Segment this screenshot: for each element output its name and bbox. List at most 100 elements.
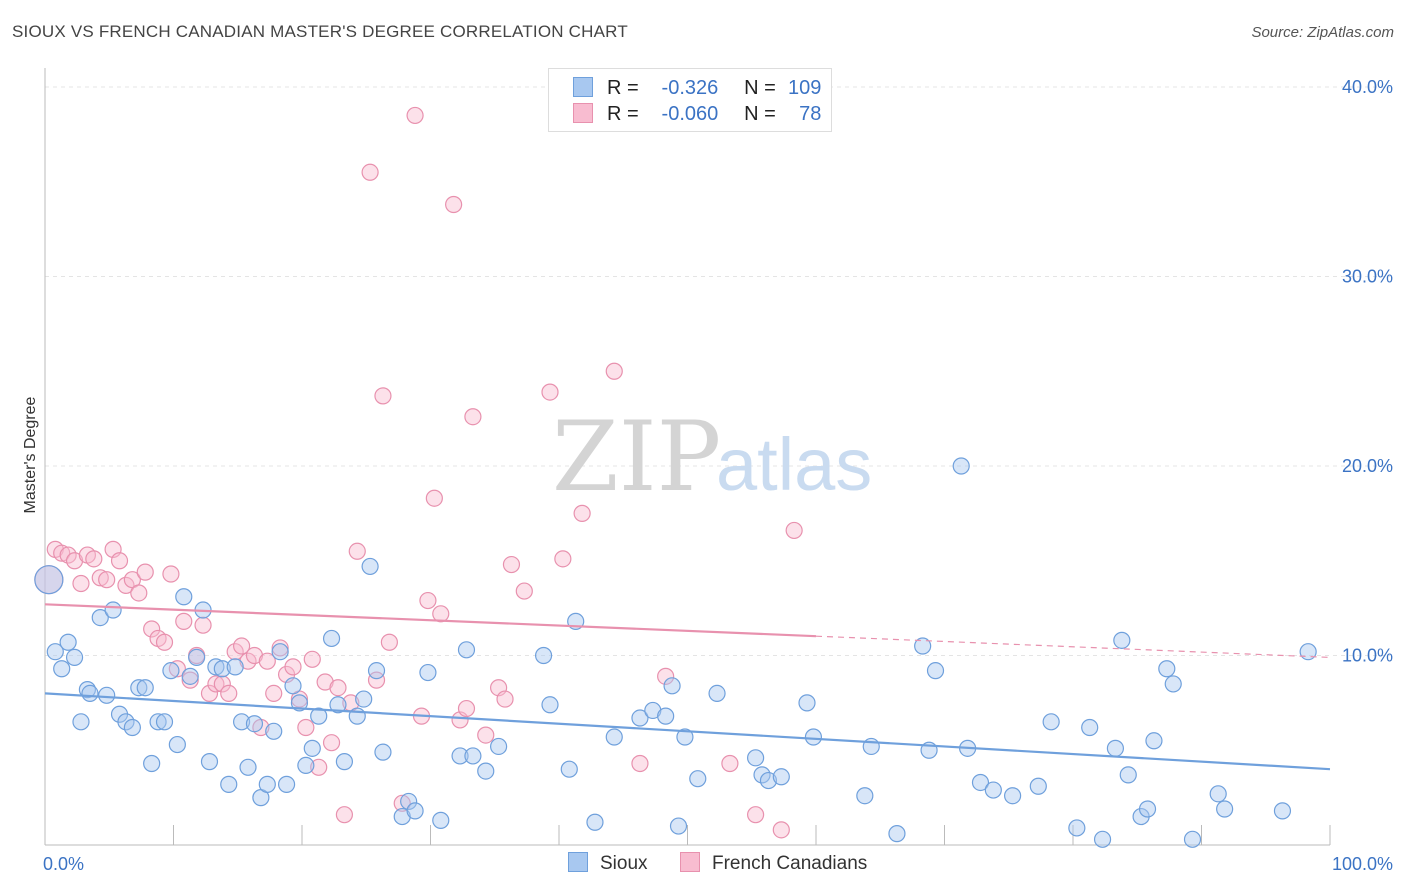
legend-swatch-french-canadians [573, 103, 593, 123]
data-point [168, 735, 186, 754]
data-point [98, 686, 116, 704]
data-point [926, 662, 945, 680]
data-point [952, 457, 970, 475]
data-point [1158, 660, 1176, 678]
data-point [747, 806, 765, 824]
data-point [586, 813, 604, 831]
data-point [785, 521, 803, 540]
data-point [335, 753, 354, 771]
data-point [265, 722, 283, 740]
data-point [46, 643, 64, 661]
data-point [984, 781, 1002, 799]
data-point [573, 504, 591, 522]
trend-line [44, 603, 817, 638]
legend-label-french-canadians: French Canadians [712, 853, 868, 874]
legend-item-sioux: Sioux [568, 852, 648, 875]
data-point [798, 694, 816, 712]
data-point [239, 758, 257, 776]
data-point [271, 639, 289, 657]
data-point [85, 550, 103, 568]
legend-n-label: N = [744, 103, 776, 125]
data-point [207, 675, 225, 693]
data-point [65, 648, 84, 666]
data-point [477, 762, 495, 780]
data-point [136, 563, 154, 581]
data-point [188, 648, 206, 666]
data-point [631, 754, 649, 773]
data-point [181, 667, 199, 685]
data-point [1145, 732, 1163, 750]
data-point [393, 794, 411, 812]
data-point [451, 747, 469, 765]
chart-title: SIOUX VS FRENCH CANADIAN MASTER'S DEGREE… [12, 22, 628, 41]
data-point [560, 760, 578, 778]
data-point [1068, 819, 1086, 837]
data-point [689, 770, 707, 788]
data-point [457, 641, 476, 659]
x-tick-label: 0.0% [43, 854, 84, 874]
data-point [194, 616, 212, 634]
data-point [1138, 800, 1157, 818]
data-point [419, 591, 437, 610]
data-point [747, 749, 765, 767]
data-point [110, 552, 129, 570]
data-point [226, 658, 244, 676]
data-point [1273, 802, 1292, 820]
legend-swatch-sioux [573, 77, 593, 97]
data-point [104, 601, 122, 619]
correlation-legend: R = -0.326 N = 109 R = -0.060 N = 78 [548, 68, 832, 132]
legend-n-label: N = [744, 77, 776, 99]
data-point [297, 756, 315, 775]
data-point [72, 574, 90, 593]
legend-row-sioux: R = -0.326 N = 109 [573, 77, 821, 101]
data-point [98, 571, 116, 589]
data-point [631, 709, 649, 727]
data-point [361, 163, 379, 181]
data-point [310, 758, 328, 776]
data-point [657, 707, 675, 725]
y-tick-label: 30.0% [1342, 267, 1393, 287]
legend-swatch-french-canadians [680, 852, 700, 872]
data-point [1093, 830, 1112, 848]
data-point [53, 544, 71, 562]
watermark-atlas: atlas [716, 423, 872, 506]
data-point [772, 768, 790, 786]
data-point [856, 787, 874, 805]
data-point [1106, 739, 1125, 757]
data-point [374, 743, 392, 761]
data-point [303, 739, 321, 757]
data-point [708, 684, 726, 703]
series-legend: Sioux French Canadians [0, 852, 1406, 878]
data-point [367, 671, 386, 689]
trend-line [44, 692, 1331, 771]
data-point [233, 713, 251, 731]
data-point [162, 565, 180, 583]
data-point [425, 489, 443, 507]
data-point [123, 718, 141, 737]
data-point [419, 663, 437, 682]
data-point [541, 696, 559, 714]
data-point [534, 646, 553, 665]
data-point [367, 662, 386, 680]
data-point [181, 671, 199, 689]
data-point [213, 675, 231, 693]
data-point [143, 754, 161, 773]
data-point [971, 773, 990, 792]
data-point [155, 713, 174, 731]
legend-r-value: -0.060 [661, 103, 719, 125]
data-point [207, 658, 225, 676]
data-point [168, 660, 186, 678]
data-point [772, 821, 790, 839]
data-point [721, 754, 739, 773]
data-point [348, 542, 366, 560]
x-tick-label: 100.0% [1332, 854, 1393, 874]
legend-n-value: 78 [799, 103, 822, 125]
legend-swatch-sioux [568, 852, 588, 872]
data-point [1113, 631, 1131, 649]
data-point [759, 771, 778, 790]
data-point [464, 747, 482, 765]
legend-r-label: R = [607, 103, 639, 125]
data-point [265, 684, 283, 703]
data-point [284, 677, 302, 695]
